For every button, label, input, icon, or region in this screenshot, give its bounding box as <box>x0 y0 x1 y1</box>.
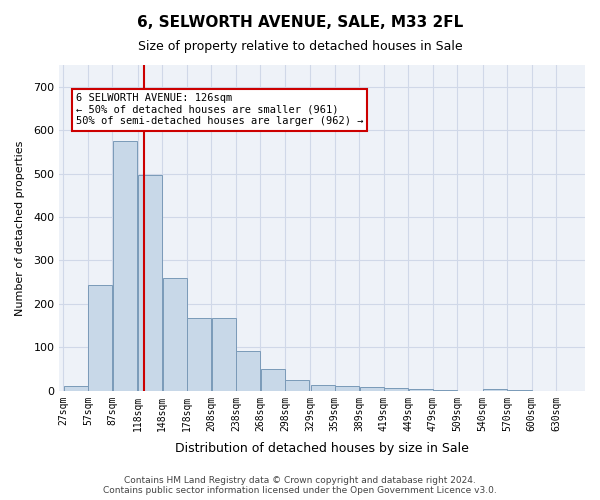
Bar <box>163 278 187 391</box>
Text: Size of property relative to detached houses in Sale: Size of property relative to detached ho… <box>137 40 463 53</box>
Text: 6 SELWORTH AVENUE: 126sqm
← 50% of detached houses are smaller (961)
50% of semi: 6 SELWORTH AVENUE: 126sqm ← 50% of detac… <box>76 93 363 126</box>
Bar <box>409 389 433 391</box>
Bar <box>260 369 285 391</box>
Bar <box>138 175 162 391</box>
Bar <box>311 384 335 391</box>
Bar <box>212 318 236 391</box>
Bar <box>285 380 309 391</box>
Y-axis label: Number of detached properties: Number of detached properties <box>15 140 25 316</box>
Bar <box>359 387 383 391</box>
Bar <box>88 285 112 391</box>
Bar <box>187 318 211 391</box>
Bar <box>335 386 359 391</box>
Bar <box>236 351 260 391</box>
Text: 6, SELWORTH AVENUE, SALE, M33 2FL: 6, SELWORTH AVENUE, SALE, M33 2FL <box>137 15 463 30</box>
X-axis label: Distribution of detached houses by size in Sale: Distribution of detached houses by size … <box>175 442 469 455</box>
Bar <box>64 386 88 391</box>
Bar <box>483 388 507 391</box>
Text: Contains HM Land Registry data © Crown copyright and database right 2024.
Contai: Contains HM Land Registry data © Crown c… <box>103 476 497 495</box>
Bar <box>384 388 408 391</box>
Bar <box>113 141 137 391</box>
